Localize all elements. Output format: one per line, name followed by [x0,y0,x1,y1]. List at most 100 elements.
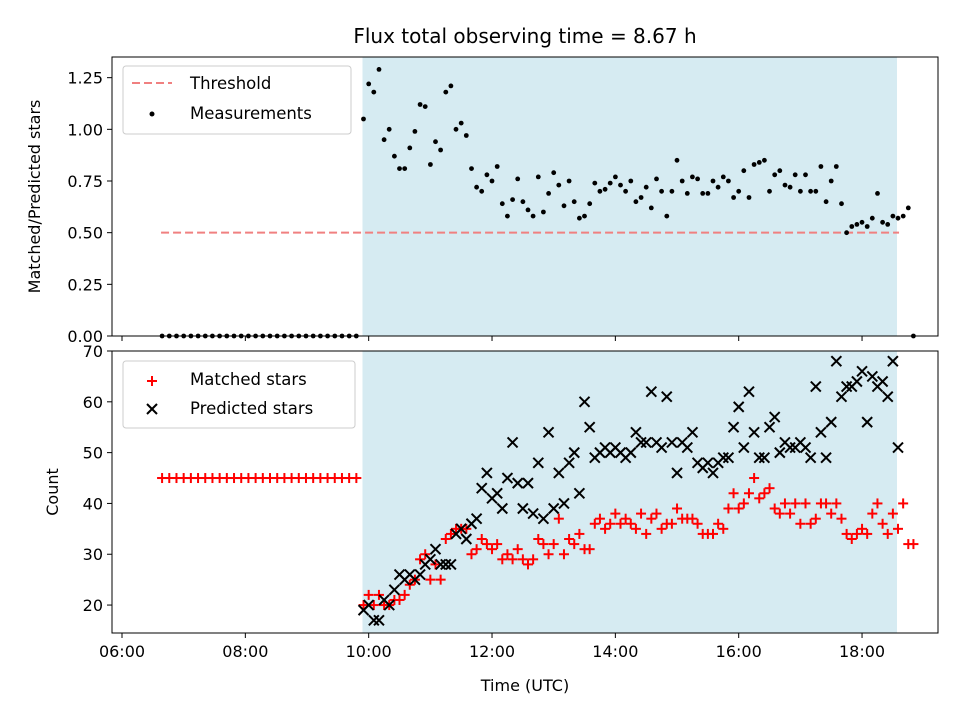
measurement-point [885,222,891,227]
matched-star-marker [373,589,384,600]
predicted-star-marker [532,457,544,469]
measurement-point [669,188,675,194]
measurement-point [376,67,382,72]
measurement-point [571,199,577,205]
matched-star-marker [738,498,749,509]
measurement-point [361,116,366,122]
matched-star-marker [399,589,410,600]
measurement-point [392,153,397,159]
matched-star-marker [893,523,904,534]
predicted-star-marker [368,614,380,627]
top-y-tick-label: 0.75 [67,172,103,191]
matched-star-marker [800,498,811,509]
measurement-point [633,199,639,205]
matched-star-marker [564,534,575,544]
predicted-star-marker [578,396,591,408]
matched-star-marker [795,518,806,529]
measurement-point [654,176,659,182]
bottom-x-tick-label: 14:00 [592,642,638,661]
measurement-point [469,166,474,172]
predicted-star-marker [362,599,375,611]
measurement-point [674,157,680,163]
predicted-star-marker [830,355,843,367]
measurement-point [422,104,428,109]
matched-star-marker [898,498,909,509]
matched-star-marker [574,528,585,539]
matched-star-marker [743,488,754,499]
predicted-star-marker [892,441,904,454]
bottom-x-tick-label: 08:00 [222,642,268,661]
measurement-point [463,133,469,138]
matched-star-marker [553,513,564,524]
bottom-panel: 20 30 40 50 60 70 06:00 08:00 10:00 12:00 14:00 16… [43,342,939,695]
predicted-star-marker [655,441,668,454]
measurement-point [541,209,546,215]
matched-star-marker [641,528,652,539]
matched-star-marker [605,518,616,529]
predicted-star-marker [553,467,565,479]
matched-star-marker [877,518,888,529]
measurement-point [505,213,510,219]
predicted-star-marker [887,355,899,367]
predicted-star-marker [686,426,699,439]
predicted-star-marker [640,436,652,449]
measurement-point [905,205,911,211]
bottom-x-ticks: 06:00 08:00 10:00 12:00 14:00 16:00 18:00 [99,633,885,661]
chart-title: Flux total observing time = 8.67 h [353,24,696,48]
matched-star-marker [656,523,667,534]
measurement-point [715,184,721,190]
measurement-point [397,166,402,172]
matched-star-marker [636,508,647,519]
predicted-star-marker [763,421,776,433]
measurement-point [664,213,670,219]
matched-star-marker [487,544,498,555]
measurement-point [700,191,706,196]
matched-legend-swatch [147,376,157,386]
matched-star-marker [785,508,796,519]
predicted-star-marker [851,375,863,388]
measurement-point [690,174,695,180]
predicted-star-marker [476,482,488,494]
predicted-star-marker [661,391,673,403]
top-y-axis-label: Matched/Predicted stars [25,100,44,294]
predicted-star-marker [547,502,560,515]
predicted-star-marker [810,380,822,393]
matched-star-marker [826,508,837,519]
measurement-point [602,186,608,192]
predicted-star-marker [748,426,760,439]
bottom-y-ticks: 20 30 40 50 60 70 [83,342,112,615]
top-x-ticks [121,336,863,341]
predicted-star-marker [743,385,755,398]
measurement-point [736,188,742,194]
top-y-tick-label: 0.50 [67,224,103,243]
measurement-point [762,157,767,163]
measurement-point [494,164,500,169]
predicted-star-marker [481,467,493,479]
predicted-star-marker [460,533,473,545]
observing-window-top [362,57,897,336]
measurement-point [710,178,716,184]
measurement-point [844,230,849,236]
measurement-point [458,120,464,126]
measurement-point [587,201,593,207]
measurement-point [479,188,485,194]
measurement-point [731,195,736,200]
measurement-point [720,174,726,180]
bottom-y-tick-label: 50 [83,444,103,463]
measurement-point [453,126,459,132]
matched-star-marker [692,518,703,529]
top-y-tick-label: 0.00 [67,327,103,346]
predicted-star-marker [568,446,580,459]
measurement-point [371,89,377,95]
predicted-star-marker [840,380,853,393]
measurement-point [525,207,531,213]
matched-star-marker [476,534,487,544]
predicted-star-marker [738,441,750,454]
bottom-x-tick-label: 18:00 [839,642,885,661]
measurement-point [499,201,505,207]
predicted-star-marker [522,477,534,489]
measurement-point [438,147,443,153]
predicted-star-marker [383,599,395,611]
matched-star-marker [625,518,636,529]
measurement-point [864,224,870,229]
